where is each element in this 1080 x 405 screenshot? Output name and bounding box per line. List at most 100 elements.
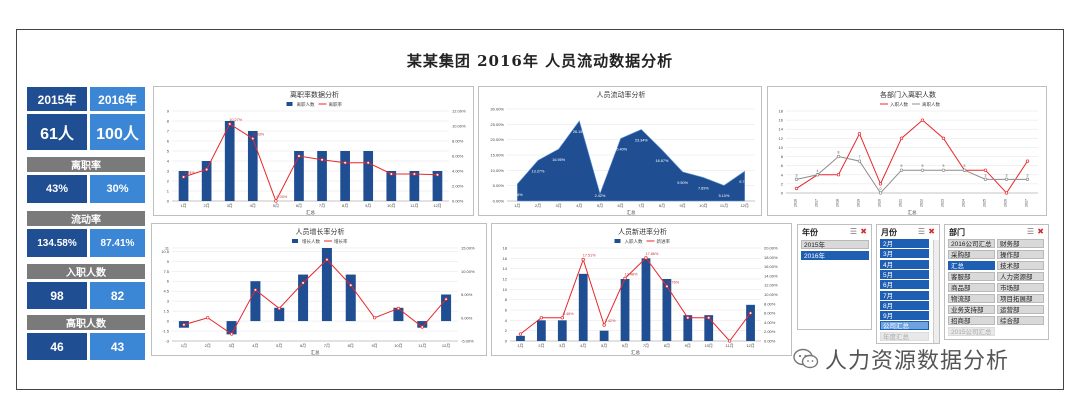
chart-turnover-panel[interactable]: 离职率数据分析 离职人数 离职率 0 1 2 3 4 5 6 7 8 9 0.00% 2.00% 4.00% 6… [153, 86, 474, 216]
line-point [297, 154, 301, 158]
chart-growth-panel[interactable]: 人员增长率分析 增长人数 增长率 -3 -1.5 0 1.5 3 4.5 6 7.5 9 10.5 11 -… [151, 223, 487, 356]
line-point [1004, 177, 1009, 181]
y-tick-label: 8 [167, 119, 170, 124]
slicer-item[interactable]: 4月 [880, 259, 929, 269]
slicer-item[interactable]: 财务部 [997, 239, 1044, 248]
x-tick-label: 1月 [181, 343, 187, 348]
x-tick-label: 12月 [746, 343, 754, 348]
slicer-item[interactable]: 6月 [880, 280, 929, 290]
slicer-item[interactable]: 2016公司汇总 [948, 239, 995, 248]
slicer-item[interactable]: 技术部 [997, 261, 1044, 270]
slicer-item[interactable]: 2015公司汇总 [948, 327, 995, 336]
slicer-item[interactable]: 公司汇总 [880, 321, 929, 331]
y2-tick-label: 14.00% [764, 273, 778, 278]
slicer-year[interactable]: 年份 ☰ ✖ 2015年 2016年 [797, 224, 872, 330]
slicer-item[interactable]: 9月 [880, 311, 929, 321]
chart-mobility-panel[interactable]: 人员流动率分析 0.00% 5.00% 10.00% 15.00% 20.00% 25.00… [478, 86, 762, 216]
slicer-item[interactable]: 市场部 [997, 283, 1044, 292]
line-point [878, 191, 883, 195]
y-tick-label: 9 [167, 259, 170, 264]
x-axis-label: 汇总 [627, 209, 636, 216]
line-point [1025, 159, 1030, 163]
line-point [206, 316, 210, 320]
y-tick-label: 0 [505, 339, 508, 344]
bar [432, 171, 443, 201]
line-point [420, 325, 424, 329]
legend-label: 增长率 [334, 238, 348, 245]
legend-label: 入职人数 [890, 101, 908, 108]
legend-swatch [292, 239, 298, 243]
slicer-item[interactable]: 业务支持部 [948, 305, 995, 314]
slicer-month[interactable]: 月份 ☰ ✖ 2月 3月 4月 5月 6月 7月 8月 9月 公司汇总 年度汇总 [876, 224, 940, 344]
slicer-item[interactable]: 客服部 [948, 272, 995, 281]
multiselect-icon[interactable]: ☰ [917, 227, 925, 236]
y-tick-label: 30.00% [490, 107, 504, 112]
data-label: 13.27% [532, 169, 546, 173]
legend-label: 离职人数 [922, 101, 940, 108]
y-tick-label: 8 [505, 297, 508, 302]
x-tick-label: 10月 [387, 203, 395, 208]
line-point [1004, 191, 1009, 195]
kpi-turnover-2016: 30% [90, 175, 145, 203]
y-tick-label: 0 [167, 199, 170, 204]
clear-filter-icon[interactable]: ✖ [860, 227, 867, 236]
data-label: 11.76% [667, 280, 680, 284]
multiselect-icon[interactable]: ☰ [1026, 227, 1034, 236]
x-tick-label: 8月 [664, 343, 670, 348]
slicer-item[interactable]: 项目拓展部 [997, 294, 1044, 303]
x-tick-label: 7月 [643, 343, 649, 348]
line-point [389, 172, 393, 176]
y-tick-label: 3 [167, 299, 170, 304]
data-label: 16.95% [552, 158, 566, 162]
slicer-item[interactable]: 综合部 [997, 316, 1044, 325]
slicer-item[interactable]: 2月 [880, 239, 929, 248]
slicer-dept[interactable]: 部门 ☰ ✖ 2016公司汇总 财务部 采购部 操作部 汇总 技术部 客服部 人力资源部 商品部… [944, 224, 1049, 340]
x-axis-label: 汇总 [908, 209, 917, 216]
slicer-item[interactable]: 操作部 [997, 250, 1044, 259]
slicer-item[interactable]: 人力资源部 [997, 272, 1044, 281]
line-point [623, 276, 627, 280]
line-point [899, 136, 904, 140]
x-tick-label: 12月 [433, 203, 441, 208]
data-label: 3.42% [605, 319, 616, 323]
line-point [665, 284, 669, 288]
clear-filter-icon[interactable]: ✖ [1037, 227, 1044, 236]
multiselect-icon[interactable]: ☰ [849, 227, 857, 236]
bar [224, 121, 235, 201]
x-tick-label: 2023 [941, 199, 945, 207]
y-tick-label: 1.5 [163, 309, 169, 314]
x-tick-label: 11月 [418, 343, 426, 348]
clear-filter-icon[interactable]: ✖ [928, 227, 935, 236]
legend-label: 离职人数 [297, 101, 315, 108]
slicer-item[interactable]: 8月 [880, 300, 929, 310]
chart-hire-panel[interactable]: 人员新进率分析 入职人数 新进率 0 2 4 6 8 10 12 14 16 18 0.00% 2.00% 4… [491, 223, 792, 356]
slicer-item[interactable]: 5月 [880, 269, 929, 279]
data-label: 0.00% [276, 195, 287, 199]
slicer-item[interactable]: 物流部 [948, 294, 995, 303]
line-point [686, 316, 690, 320]
x-tick-label: 3月 [559, 343, 565, 348]
data-label: 5 [943, 164, 945, 168]
slicer-item[interactable]: 2015年 [801, 240, 869, 249]
slicer-item[interactable]: 7月 [880, 290, 929, 300]
slicer-item[interactable]: 年度汇总 [880, 331, 929, 341]
bar [274, 307, 285, 322]
page-title: 某某集团 2016年 人员流动数据分析 [406, 52, 674, 70]
y-tick-label: 7 [167, 129, 170, 134]
slicer-item[interactable]: 运营部 [997, 305, 1044, 314]
slicer-item[interactable]: 汇总 [948, 261, 995, 270]
chart-dept-panel[interactable]: 各部门入离职人数 入职人数 离职人数 0 2 4 6 8 10 12 14 16 18 汇总 2016 201… [767, 86, 1047, 216]
slicer-item[interactable]: 2016年 [801, 251, 869, 260]
y-tick-label: 18 [779, 109, 784, 114]
y-tick-label: 4.5 [163, 289, 169, 294]
data-label: 16.67% [656, 159, 670, 163]
x-tick-label: 3月 [556, 203, 562, 208]
slicer-item[interactable]: 采购部 [948, 250, 995, 259]
slicer-item[interactable]: 3月 [880, 249, 929, 259]
slicer-item[interactable]: 商品部 [948, 283, 995, 292]
data-label: 26.15% [573, 130, 587, 134]
slicer-item[interactable]: 招商部 [948, 316, 995, 325]
line-point [794, 186, 799, 191]
slicer-month-scrollbar[interactable] [933, 240, 939, 343]
